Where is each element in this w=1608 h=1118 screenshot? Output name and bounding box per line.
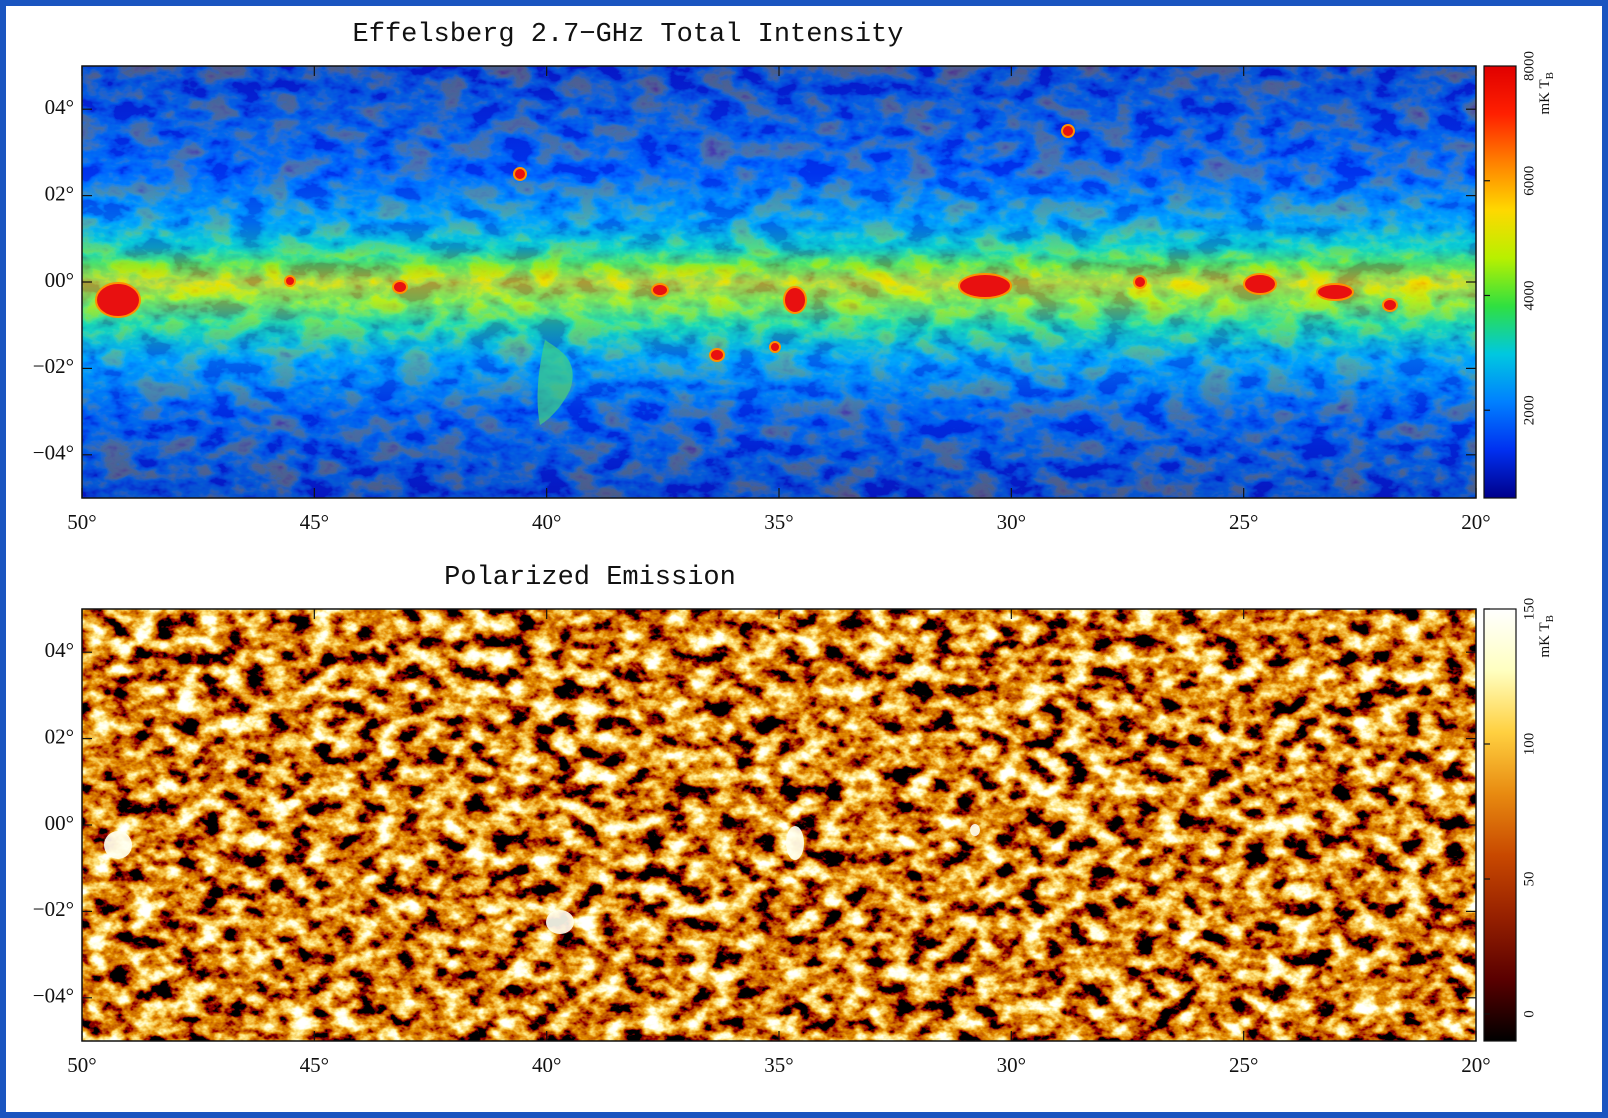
- polarized-source: [104, 831, 132, 859]
- x-tick-label: 20°: [1461, 510, 1490, 534]
- radio-source: [393, 281, 407, 293]
- x-tick-label: 30°: [997, 510, 1026, 534]
- radio-source: [770, 342, 780, 352]
- y-tick-label: 02°: [45, 724, 74, 748]
- colorbar-tick-label: 150: [1521, 598, 1537, 621]
- radio-source: [1383, 299, 1397, 311]
- x-tick-label: 45°: [300, 1053, 329, 1077]
- radio-source: [1062, 125, 1074, 137]
- x-tick-label: 40°: [532, 510, 561, 534]
- x-tick-label: 50°: [67, 1053, 96, 1077]
- x-tick-label: 25°: [1229, 510, 1258, 534]
- x-tick-label: 50°: [67, 510, 96, 534]
- x-tick-label: 35°: [764, 510, 793, 534]
- y-tick-label: 02°: [45, 181, 74, 205]
- y-tick-label: −04°: [33, 441, 74, 465]
- chart-title: Effelsberg 2.7−GHz Total Intensity: [353, 20, 904, 50]
- polarized-texture: [82, 609, 1476, 1041]
- radio-source: [784, 287, 806, 313]
- x-tick-label: 25°: [1229, 1053, 1258, 1077]
- polarized-source: [970, 824, 980, 836]
- colorbar-tick-label: 50: [1521, 872, 1537, 887]
- page: {"chart_data": [ {"type": "heatmap", "ti…: [0, 0, 1608, 1118]
- colorbar: [1484, 66, 1516, 498]
- colorbar-unit-main: mK T: [1537, 79, 1553, 114]
- y-tick-label: −02°: [33, 354, 74, 378]
- radio-source: [514, 168, 526, 180]
- colorbar-unit-sub: B: [1544, 72, 1556, 79]
- y-tick-label: 00°: [45, 811, 74, 835]
- radio-source: [710, 349, 724, 361]
- radio-source: [1244, 274, 1276, 294]
- chart-title: Polarized Emission: [444, 563, 736, 593]
- y-tick-label: −04°: [33, 984, 74, 1008]
- y-tick-label: −02°: [33, 897, 74, 921]
- polarized-source: [546, 910, 574, 934]
- x-tick-label: 40°: [532, 1053, 561, 1077]
- radio-source: [285, 276, 295, 286]
- y-tick-label: 04°: [45, 95, 74, 119]
- colorbar-tick-label: 8000: [1521, 51, 1537, 81]
- radio-source: [959, 274, 1011, 298]
- radio-source: [96, 283, 140, 317]
- y-tick-label: 04°: [45, 638, 74, 662]
- radio-source: [652, 284, 668, 296]
- colorbar-tick-label: 100: [1521, 733, 1537, 756]
- colorbar-tick-label: 0: [1521, 1010, 1537, 1018]
- polarized-source: [786, 826, 804, 860]
- colorbar-tick-label: 4000: [1521, 280, 1537, 310]
- colorbar-tick-label: 2000: [1521, 395, 1537, 425]
- x-tick-label: 20°: [1461, 1053, 1490, 1077]
- colorbar-unit-main: mK T: [1537, 622, 1553, 657]
- colorbar-unit-sub: B: [1544, 615, 1556, 622]
- x-tick-label: 35°: [764, 1053, 793, 1077]
- colorbar-tick-label: 6000: [1521, 166, 1537, 196]
- figure: Effelsberg 2.7−GHz Total Intensity 50° 45°…: [0, 0, 1608, 1118]
- y-tick-label: 00°: [45, 268, 74, 292]
- radio-source: [1134, 276, 1146, 288]
- x-tick-label: 30°: [997, 1053, 1026, 1077]
- radio-source: [1317, 284, 1353, 300]
- colorbar: [1484, 609, 1516, 1041]
- x-tick-label: 45°: [300, 510, 329, 534]
